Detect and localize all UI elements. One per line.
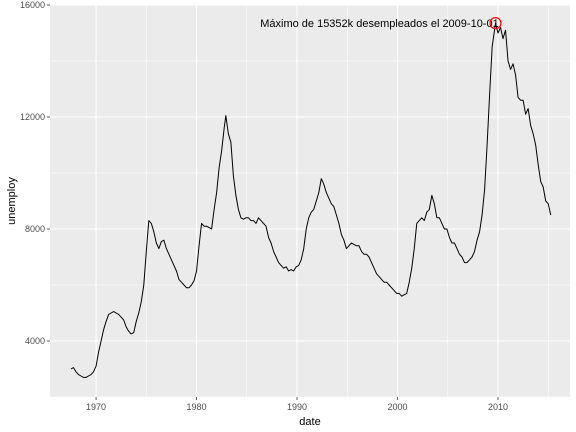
grid-lines	[50, 4, 570, 398]
x-tick-label: 2010	[488, 402, 508, 412]
y-tick-label: 12000	[20, 112, 45, 122]
y-tick-label: 16000	[20, 0, 45, 10]
plot-panel	[50, 5, 570, 397]
y-axis-title: unemploy	[6, 177, 18, 225]
x-tick-label: 1980	[187, 402, 207, 412]
y-tick-label: 8000	[25, 224, 45, 234]
series-layer	[70, 22, 552, 378]
y-tick-label: 4000	[25, 336, 45, 346]
x-tick-label: 1970	[86, 402, 106, 412]
series-line	[70, 22, 552, 378]
x-tick-label: 2000	[387, 402, 407, 412]
peak-marker	[489, 17, 502, 30]
x-tick-label: 1990	[287, 402, 307, 412]
x-axis-title: date	[299, 416, 320, 428]
axis-ticks: 1970 1980 1990 2000 2010 4000 8000 12000 16000	[20, 0, 508, 412]
peak-annotation: Máximo de 15352k desempleados el 2009-10…	[260, 18, 499, 30]
